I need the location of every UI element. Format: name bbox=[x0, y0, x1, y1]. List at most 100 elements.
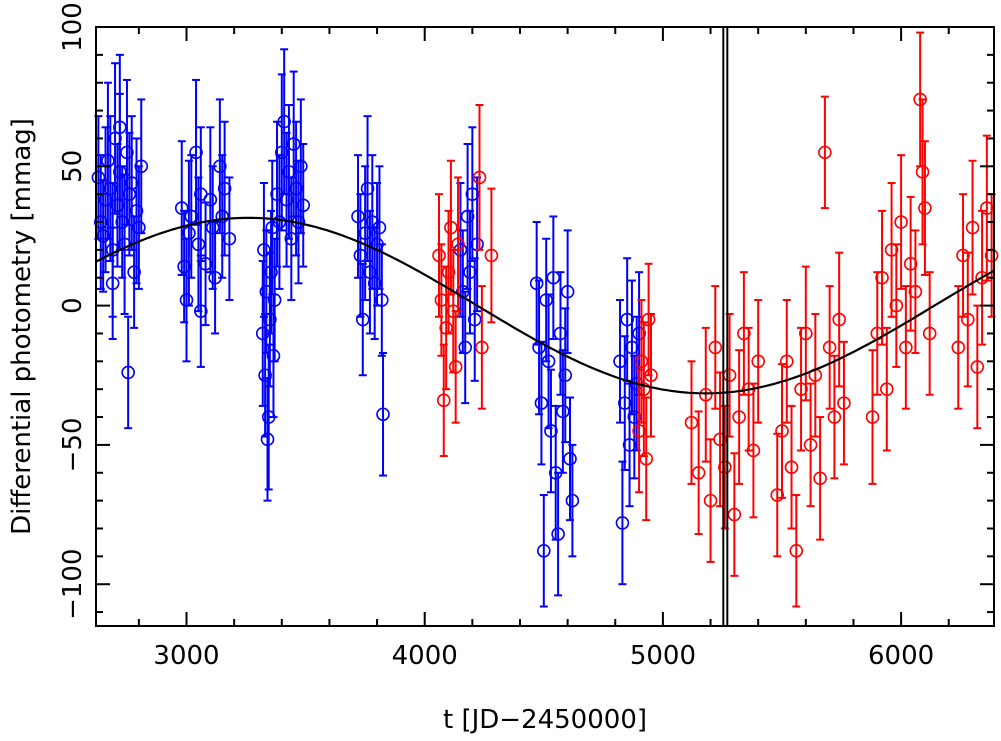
data-point bbox=[351, 154, 365, 279]
point-marker bbox=[258, 368, 272, 383]
data-point bbox=[832, 251, 846, 388]
data-point bbox=[537, 494, 551, 608]
data-point bbox=[355, 262, 370, 377]
point-marker bbox=[746, 443, 761, 458]
point-marker bbox=[358, 226, 372, 240]
point-marker bbox=[622, 438, 637, 452]
point-marker bbox=[432, 248, 446, 263]
point-marker bbox=[960, 312, 975, 327]
data-point bbox=[613, 299, 627, 424]
data-point bbox=[627, 354, 642, 480]
data-point bbox=[894, 154, 908, 290]
data-point bbox=[376, 351, 390, 477]
point-marker bbox=[215, 209, 230, 224]
data-point bbox=[822, 285, 837, 410]
point-marker bbox=[260, 432, 275, 447]
data-point bbox=[698, 326, 713, 463]
point-marker bbox=[625, 340, 639, 355]
point-marker bbox=[553, 326, 568, 341]
point-marker bbox=[458, 340, 473, 355]
data-point bbox=[217, 120, 232, 257]
point-marker bbox=[915, 165, 930, 179]
point-marker bbox=[257, 243, 271, 257]
point-marker bbox=[818, 145, 832, 160]
point-marker bbox=[617, 396, 632, 410]
data-point bbox=[115, 165, 130, 279]
point-marker bbox=[191, 237, 206, 252]
point-marker bbox=[965, 220, 980, 235]
data-point bbox=[751, 299, 765, 424]
fit-curve-group bbox=[95, 216, 995, 395]
data-point bbox=[803, 382, 818, 508]
data-point bbox=[880, 326, 894, 452]
data-point bbox=[472, 104, 487, 251]
data-point bbox=[980, 134, 994, 282]
data-point bbox=[215, 154, 230, 279]
data-point bbox=[899, 285, 913, 410]
point-marker bbox=[105, 276, 120, 291]
data-point bbox=[436, 343, 451, 458]
point-marker bbox=[551, 527, 565, 541]
point-marker bbox=[376, 407, 390, 422]
data-point bbox=[708, 285, 723, 410]
data-point bbox=[691, 410, 706, 536]
data-point bbox=[965, 159, 980, 296]
point-marker bbox=[96, 229, 110, 243]
point-marker bbox=[277, 114, 291, 129]
point-marker bbox=[363, 265, 377, 279]
point-marker bbox=[565, 493, 580, 508]
point-marker bbox=[708, 340, 723, 355]
point-marker bbox=[217, 181, 232, 196]
point-marker bbox=[875, 270, 889, 285]
point-marker bbox=[120, 145, 134, 160]
data-point bbox=[703, 438, 718, 563]
point-marker bbox=[956, 248, 970, 263]
point-marker bbox=[556, 404, 570, 419]
point-marker bbox=[713, 432, 727, 447]
y-tick-label: 100 bbox=[58, 2, 88, 52]
point-marker bbox=[98, 192, 113, 207]
point-marker bbox=[632, 424, 646, 438]
data-point bbox=[884, 182, 899, 318]
x-tick-label: 4000 bbox=[392, 641, 458, 671]
point-marker bbox=[613, 354, 627, 369]
data-point bbox=[475, 285, 489, 410]
point-marker bbox=[751, 354, 765, 369]
point-marker bbox=[970, 360, 985, 374]
data-point bbox=[622, 382, 637, 508]
point-marker bbox=[779, 354, 794, 369]
y-tick-label: −50 bbox=[58, 417, 88, 472]
data-point bbox=[951, 285, 966, 410]
point-marker bbox=[632, 326, 646, 341]
data-point bbox=[282, 104, 296, 240]
data-point bbox=[134, 98, 149, 235]
point-marker bbox=[372, 220, 387, 235]
point-marker bbox=[822, 340, 837, 355]
data-point bbox=[808, 312, 823, 438]
point-marker bbox=[899, 340, 913, 355]
data-point bbox=[121, 315, 135, 430]
data-point bbox=[375, 243, 389, 357]
point-marker bbox=[558, 368, 573, 383]
plot-frame bbox=[95, 26, 995, 627]
point-marker bbox=[615, 516, 630, 530]
data-point bbox=[889, 243, 904, 368]
data-point bbox=[124, 115, 139, 251]
data-point bbox=[270, 120, 284, 268]
data-point bbox=[915, 98, 930, 246]
data-point bbox=[565, 443, 580, 558]
point-marker bbox=[894, 215, 908, 229]
data-point bbox=[458, 290, 473, 405]
point-marker bbox=[698, 387, 713, 402]
point-marker bbox=[463, 265, 477, 279]
fit-curve bbox=[95, 216, 995, 395]
y-tick-label: −100 bbox=[58, 548, 88, 619]
data-point bbox=[875, 209, 889, 346]
point-marker bbox=[93, 215, 108, 229]
point-marker bbox=[889, 298, 904, 313]
point-marker bbox=[794, 382, 808, 396]
point-marker bbox=[194, 304, 208, 318]
point-marker bbox=[198, 257, 213, 271]
data-point bbox=[837, 340, 851, 466]
